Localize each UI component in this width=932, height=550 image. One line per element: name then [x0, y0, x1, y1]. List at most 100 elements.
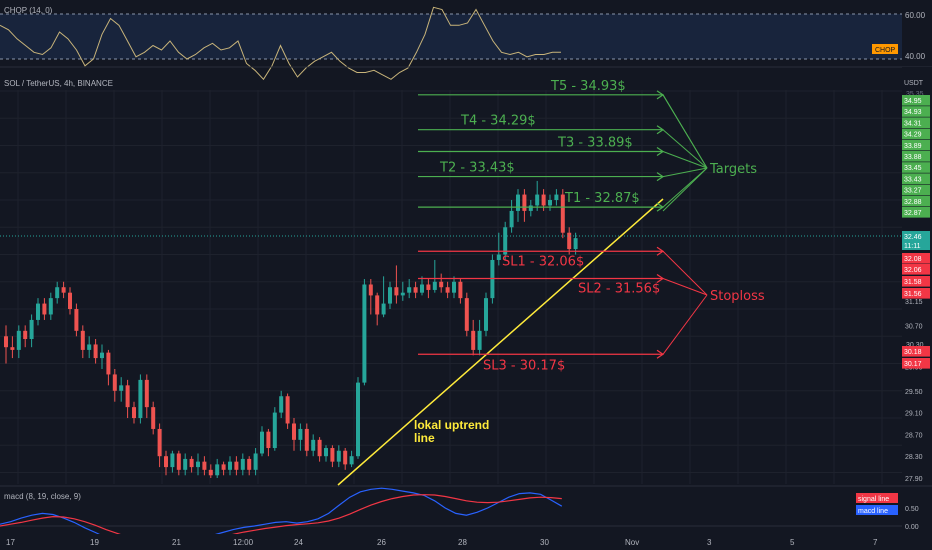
price-tick: 29.50: [905, 389, 923, 396]
candle-body: [36, 303, 40, 320]
price-badge-text: 34.29: [904, 132, 922, 139]
macd-line: [0, 487, 563, 549]
candle-body: [349, 456, 354, 465]
candle-body: [253, 453, 258, 470]
price-levels[interactable]: T1 - 32.87$ T2 - 33.43$ T3 - 33.89$ T4 - 34…: [418, 79, 665, 373]
stop-callout-line: [662, 250, 708, 296]
candle-body: [42, 303, 47, 315]
price-badge-red: [902, 288, 930, 299]
candle-body: [516, 194, 520, 211]
chop-level-40: 40.00: [905, 52, 926, 61]
time-axis-background: [0, 534, 932, 550]
price-badge-green: [902, 139, 930, 151]
price-badge-text: 32.87: [904, 210, 922, 217]
time-tick: 21: [172, 538, 181, 547]
time-tick: 17: [6, 538, 15, 547]
macd-legend-box: [856, 505, 898, 515]
candle-body: [304, 428, 309, 451]
candle-body: [375, 295, 380, 315]
price-axis[interactable]: USDT 35.35 30.30 31.1530.7029.9529.5029.…: [902, 67, 932, 486]
target-callout-outer: [662, 167, 708, 212]
candle-body: [426, 284, 431, 290]
price-badge-text: 33.89: [904, 143, 922, 150]
candle-body: [535, 194, 540, 206]
candle-body: [522, 194, 527, 211]
time-tick: 3: [707, 538, 712, 547]
price-badge-text: 32.06: [904, 267, 922, 274]
price-tick: 28.70: [905, 432, 923, 439]
price-badge-text: 32.08: [904, 256, 922, 263]
candle-body: [23, 330, 28, 340]
price-tick: 30.70: [905, 323, 923, 330]
stop-callout-line: [662, 278, 708, 296]
candle-body: [80, 330, 85, 350]
chop-band: [0, 14, 902, 59]
price-badge-text: 31.56: [904, 291, 922, 298]
price-tick: 31.15: [905, 299, 923, 306]
candle-body: [477, 330, 482, 350]
candle-body: [560, 194, 565, 233]
candle-body: [87, 344, 92, 350]
candle-body: [74, 309, 79, 331]
candle-body: [202, 461, 207, 470]
price-badge-text: 30.17: [904, 361, 922, 368]
candle-body: [381, 303, 386, 315]
candle-body: [221, 464, 226, 470]
candle-body: [464, 298, 469, 331]
candle-body: [176, 453, 181, 470]
candle-body: [484, 298, 488, 331]
stoploss-label: Stoploss: [710, 289, 765, 304]
uptrend-line[interactable]: [337, 198, 664, 486]
price-axis-top-partial: 35.35: [906, 91, 924, 98]
chop-indicator-panel: CHOP (14, 0) 60.00 40.00 CHOP: [0, 6, 926, 81]
time-tick: 19: [90, 538, 99, 547]
candle-body: [196, 461, 200, 468]
candle-body: [311, 439, 316, 451]
candle-body: [132, 407, 136, 419]
time-tick: 7: [873, 538, 878, 547]
price-badge-green: [902, 128, 930, 140]
stop-label: SL3 - 30.17$: [483, 358, 565, 373]
time-tick: 28: [458, 538, 467, 547]
stop-callout-line: [662, 294, 708, 355]
time-tick: 24: [294, 538, 303, 547]
candle-body: [420, 284, 424, 293]
candle-body: [240, 458, 245, 470]
current-price-text: 32.46: [904, 234, 922, 241]
uptrend-label-1: lokal uptrend: [414, 418, 489, 432]
stop-label: SL1 - 32.06$: [502, 254, 584, 269]
price-badge-text: 34.95: [904, 98, 922, 105]
time-tick: 26: [377, 538, 386, 547]
price-badge-green: [902, 95, 930, 106]
candle-body: [432, 281, 437, 290]
candle-body: [356, 382, 360, 457]
candle-body: [368, 284, 373, 296]
candle-body: [125, 385, 130, 408]
price-axis-unit: USDT: [904, 80, 924, 87]
price-tick: 29.10: [905, 411, 923, 418]
time-axis[interactable]: 17 19 21 12:00 24 26 28 30 Nov 3 5 7: [6, 538, 878, 547]
price-badge-red: [902, 358, 930, 369]
time-tick: 30: [540, 538, 549, 547]
candle-body: [567, 232, 572, 250]
candle-body: [317, 439, 322, 457]
candle-body: [503, 227, 508, 255]
chop-badge: CHOP: [875, 47, 896, 54]
candle-body: [10, 347, 15, 350]
candle-body: [93, 344, 98, 359]
price-badge-text: 33.43: [904, 176, 922, 183]
candle-body: [394, 287, 399, 296]
macd-label: macd (8, 19, close, 9): [4, 492, 81, 501]
price-badge-red: [902, 253, 930, 264]
callout-arrows: [662, 94, 708, 355]
macd-legend: macd line: [858, 508, 888, 515]
candle-body: [458, 281, 463, 299]
time-tick: 12:00: [233, 538, 254, 547]
chop-level-60: 60.00: [905, 11, 926, 20]
candle-body: [445, 287, 450, 293]
chop-label: CHOP (14, 0): [4, 6, 53, 15]
candle-body: [279, 396, 284, 413]
price-badge-green: [902, 195, 930, 207]
